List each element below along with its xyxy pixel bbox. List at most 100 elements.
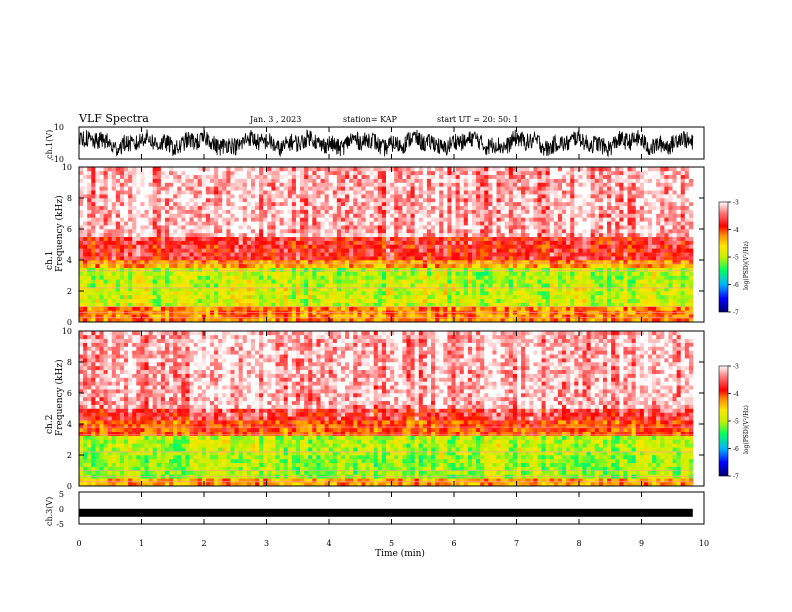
spectrogram-cell (406, 287, 411, 292)
spectrogram-cell (521, 174, 526, 179)
spectrogram-cell (214, 240, 219, 245)
spectrogram-cell (291, 229, 297, 234)
spectrogram-cell (124, 244, 129, 249)
spectrogram-cell (103, 186, 108, 191)
spectrogram-cell (426, 271, 432, 276)
spectrogram-cell (144, 306, 149, 311)
spectrogram-cell (291, 314, 297, 319)
spectrogram-cell (205, 248, 211, 253)
spectrogram-cell (214, 263, 219, 269)
spectrogram-cell (500, 279, 505, 284)
spectrogram-cell (557, 271, 563, 276)
spectrogram-cell (410, 294, 415, 300)
spectrogram-cell (340, 178, 346, 183)
spectrogram-cell (508, 256, 514, 261)
spectrogram-cell (267, 271, 272, 276)
spectrogram-cell (152, 213, 158, 218)
spectrogram-cell (377, 271, 383, 276)
spectrogram-cell (308, 190, 313, 195)
spectrogram-cell (504, 263, 510, 269)
spectrogram-cell (316, 213, 321, 218)
spectrogram-cell (435, 240, 440, 245)
spectrogram-cell (304, 174, 309, 179)
spectrogram-cell (410, 302, 415, 307)
spectrogram-cell (156, 232, 162, 238)
spectrogram-cell (500, 236, 505, 241)
spectrogram-cell (541, 186, 546, 191)
spectrogram-cell (111, 287, 117, 292)
spectrogram-cell (271, 263, 276, 269)
spectrogram-cell (533, 190, 538, 195)
spectrogram-cell (185, 298, 190, 303)
spectrogram-cell (255, 256, 260, 261)
spectrogram-cell (242, 229, 248, 234)
spectrogram-cell (115, 314, 121, 319)
spectrogram-cell (119, 209, 125, 214)
spectrogram-cell (345, 263, 350, 269)
spectrogram-cell (361, 170, 366, 176)
spectrogram-cell (328, 174, 334, 179)
spectrogram-cell (373, 248, 379, 253)
spectrogram-cell (467, 256, 473, 261)
spectrogram-cell (214, 244, 219, 249)
spectrogram-cell (553, 260, 559, 265)
spectrogram-cell (279, 318, 284, 323)
spectrogram-cell (476, 279, 481, 284)
spectrogram-cell (414, 244, 420, 249)
spectrogram-cell (160, 240, 166, 245)
spectrogram-cell (119, 178, 125, 183)
spectrogram-cell (557, 221, 563, 226)
spectrogram-cell (545, 170, 551, 176)
spectrogram-cell (390, 302, 395, 307)
spectrogram-cell (516, 294, 522, 300)
spectrogram-cell (328, 252, 334, 257)
spectrogram-cell (312, 198, 317, 203)
spectrogram-cell (271, 279, 276, 284)
spectrogram-cell (508, 287, 514, 292)
spectrogram-cell (177, 201, 182, 207)
spectrogram-cell (447, 198, 452, 203)
spectrogram-cell (381, 186, 387, 191)
spectrogram-cell (414, 240, 420, 245)
spectrogram-cell (390, 271, 395, 276)
spectrogram-cell (91, 318, 96, 323)
spectrogram-cell (332, 236, 338, 241)
spectrogram-cell (377, 275, 383, 280)
spectrogram-cell (557, 182, 563, 187)
spectrogram-cell (435, 236, 440, 241)
spectrogram-cell (553, 178, 559, 183)
spectrogram-cell (369, 260, 375, 265)
spectrogram-cell (283, 198, 289, 203)
spectrogram-cell (553, 314, 559, 319)
spectrogram-cell (222, 260, 227, 265)
spectrogram-cell (218, 198, 223, 203)
spectrogram-cell (521, 205, 526, 210)
spectrogram-cell (574, 275, 579, 280)
spectrogram-cell (516, 205, 522, 210)
spectrogram-cell (164, 283, 170, 288)
spectrogram-cell (316, 260, 321, 265)
spectrogram-cell (304, 252, 309, 257)
spectrogram-cell (99, 291, 104, 296)
spectrogram-cell (476, 240, 481, 245)
spectrogram-cell (492, 170, 497, 176)
spectrogram-cell (263, 213, 268, 218)
spectrogram-cell (209, 170, 215, 176)
spectrogram-cell (476, 167, 481, 172)
spectrogram-cell (340, 198, 346, 203)
spectrogram-cell (124, 240, 129, 245)
spectrogram-cell (410, 205, 415, 210)
spectrogram-cell (87, 283, 92, 288)
spectrogram-cell (300, 263, 305, 269)
spectrogram-cell (471, 279, 477, 284)
spectrogram-cell (242, 244, 248, 249)
spectrogram-cell (185, 240, 190, 245)
spectrogram-cell (549, 182, 555, 187)
spectrogram-cell (242, 283, 248, 288)
spectrogram-cell (250, 174, 256, 179)
spectrogram-cell (459, 190, 465, 195)
spectrogram-cell (353, 283, 358, 288)
spectrogram-cell (418, 217, 424, 222)
spectrogram-cell (377, 198, 383, 203)
spectrogram-cell (533, 275, 538, 280)
